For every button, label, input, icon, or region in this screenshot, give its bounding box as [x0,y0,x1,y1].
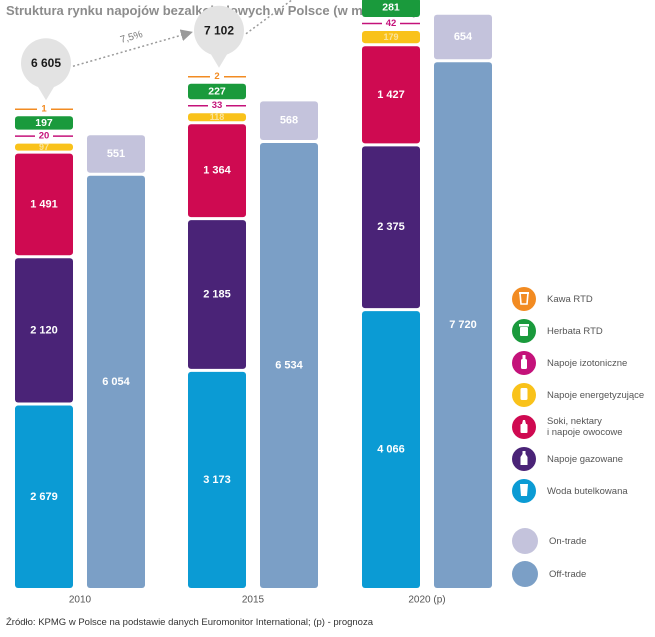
bar-woda-butelkowana-2015 [188,371,246,588]
bar-on-trade-2020-p [434,14,492,60]
bar-label-off-trade-2020-p: 7 720 [449,319,477,331]
bar-label-herbata-2010: 197 [35,117,53,129]
bar-off-trade-2020-p [434,62,492,588]
bar-label-kawa-2010: 1 [41,104,47,115]
bar-label-soki-2020-p: 1 427 [377,89,405,101]
legend-item-herbata-rtd: Herbata RTD [512,318,603,344]
bar-label-energetyzujace-2015: 118 [210,112,225,122]
legend-item-napoje-gazowane: Napoje gazowane [512,446,623,472]
bar-woda-butelkowana-2010 [15,405,73,588]
legend-item-on-trade: On-trade [512,528,587,554]
total-label-2010: 6 605 [31,56,61,70]
water-glass-icon [512,479,536,503]
bar-label-energetyzujace-2010: 97 [39,142,49,152]
bar-soki-nektary-i-napoje-owocowe-2015 [188,124,246,218]
bar-woda-butelkowana-2020-p [362,311,420,588]
bar-label-off-trade-2010: 6 054 [102,376,130,388]
bar-energetyzujace-2020-p [362,30,420,44]
legend-label: Napoje izotoniczne [547,357,628,369]
bar-label-izotoniczne-2010: 20 [39,131,50,142]
legend-item-off-trade: Off-trade [512,561,586,587]
total-balloon-tail-2015 [210,52,228,68]
legend-label: Napoje energetyzujące [547,389,645,401]
bar-napoje-gazowane-2010 [15,258,73,403]
off-trade-swatch [512,561,538,587]
bar-label-woda-2020-p: 4 066 [377,444,405,456]
x-tick-label-2015: 2015 [242,595,265,606]
bar-napoje-gazowane-2020-p [362,146,420,309]
bar-label-soki-2010: 1 491 [30,198,58,210]
legend-label: Off-trade [549,568,587,580]
bar-label-gazowane-2020-p: 2 375 [377,221,405,233]
bar-label-soki-2015: 1 364 [203,165,231,177]
bar-off-trade-2010 [87,175,145,588]
bar-label-off-trade-2015: 6 534 [275,360,303,372]
legend-label: Napoje gazowane [547,453,624,465]
legend-item-napoje-energetyzujace: Napoje energetyzujące [512,382,644,408]
bar-herbata-rtd-2020-p [362,0,420,17]
bar-label-energetyzujace-2020-p: 179 [383,32,398,42]
growth-arrow-2 [245,0,294,35]
bar-label-on-trade-2020-p: 654 [454,31,473,43]
bar-soki-nektary-i-napoje-owocowe-2020-p [362,46,420,144]
legend-item-soki: Soki, nektary i napoje owocowe [512,414,623,440]
bar-label-izotoniczne-2015: 33 [212,100,223,111]
bar-on-trade-2015 [260,101,318,141]
bar-label-woda-2015: 3 173 [203,474,231,486]
legend-label: Woda butelkowana [547,485,628,497]
total-balloon-tail-2010 [37,85,55,101]
legend-label: Kawa RTD [547,293,593,305]
bar-label-herbata-2015: 227 [208,85,226,97]
bar-label-gazowane-2010: 2 120 [30,324,58,336]
total-balloon-2015 [194,5,244,56]
soda-bottle-icon [512,447,536,471]
growth-label-1: 7,5% [119,29,144,46]
energy-can-icon [512,383,536,407]
sport-bottle-icon [512,351,536,375]
bar-energetyzujace-2015 [188,113,246,122]
x-tick-label-2010: 2010 [69,595,92,606]
bar-label-izotoniczne-2020-p: 42 [386,18,397,29]
bar-label-on-trade-2010: 551 [107,148,125,160]
bar-on-trade-2010 [87,135,145,173]
bar-label-herbata-2020-p: 281 [382,1,400,13]
legend-label: Herbata RTD [547,325,603,337]
bar-energetyzujace-2010 [15,143,73,151]
bar-label-gazowane-2015: 2 185 [203,289,231,301]
juice-bottle-icon [512,415,536,439]
bar-label-on-trade-2015: 568 [280,115,298,127]
total-label-2015: 7 102 [204,24,234,38]
bar-label-kawa-2015: 2 [214,71,219,82]
x-tick-label-2020-p: 2020 (p) [408,595,445,606]
bar-herbata-rtd-2015 [188,83,246,100]
source-footnote: Źródło: KPMG w Polsce na podstawie danyc… [6,617,373,628]
bar-herbata-rtd-2010 [15,116,73,130]
legend-item-woda-butelkowana: Woda butelkowana [512,478,628,504]
legend-label: On-trade [549,535,587,547]
bar-napoje-gazowane-2015 [188,220,246,369]
tea-cup-icon [512,319,536,343]
coffee-cup-icon [512,287,536,311]
bar-label-woda-2010: 2 679 [30,491,58,503]
bar-soki-nektary-i-napoje-owocowe-2010 [15,153,73,256]
on-trade-swatch [512,528,538,554]
total-balloon-2010 [21,38,71,89]
legend-item-napoje-izotoniczne: Napoje izotoniczne [512,350,627,376]
legend-item-kawa-rtd: Kawa RTD [512,286,593,312]
bar-off-trade-2015 [260,143,318,588]
legend-label: Soki, nektary i napoje owocowe [547,416,623,438]
